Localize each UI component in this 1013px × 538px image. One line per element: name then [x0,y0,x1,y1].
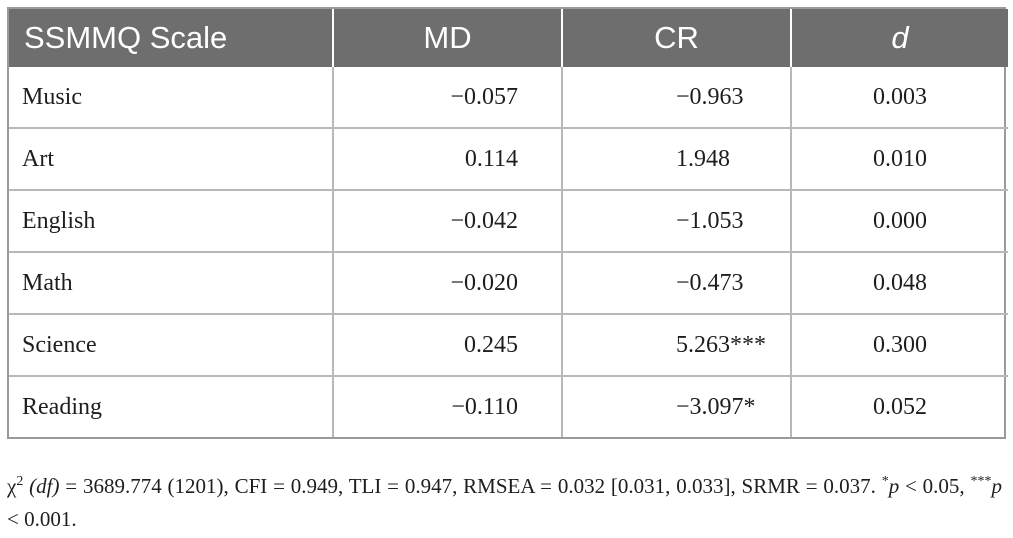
table-body: Music −0.057 −0.963 0.003 Art 0.114 1.94… [9,67,1008,437]
cell-md: −0.110 [333,375,563,437]
row-label-music: Music [9,67,334,128]
chi-superscript: 2 [16,474,24,489]
cell-cr: 5.263*** [562,313,792,376]
cell-d: 0.048 [791,251,1008,314]
header-md: MD [333,9,563,67]
header-row: SSMMQ Scale MD CR d [9,9,1008,67]
cell-d: 0.000 [791,189,1008,252]
results-table-container: SSMMQ Scale MD CR d Music −0.057 −0.963 … [7,7,1008,439]
header-d: d [791,9,1008,67]
significance-star-triple: *** [970,474,992,489]
significance-threshold-005: < 0.05, [899,474,971,498]
table-row: Music −0.057 −0.963 0.003 [9,67,1008,128]
table-header: SSMMQ Scale MD CR d [9,9,1008,67]
cell-cr: −0.963 [562,67,792,128]
results-table: SSMMQ Scale MD CR d Music −0.057 −0.963 … [9,9,1008,437]
significance-p-label: p [888,474,900,498]
cell-d: 0.300 [791,313,1008,376]
table-row: Math −0.020 −0.473 0.048 [9,251,1008,314]
cell-md: 0.245 [333,313,563,376]
cell-cr: −0.473 [562,251,792,314]
table-row: Science 0.245 5.263*** 0.300 [9,313,1008,376]
cell-d: 0.052 [791,375,1008,437]
table-row: English −0.042 −1.053 0.000 [9,189,1008,252]
cell-md: −0.042 [333,189,563,252]
cell-cr: 1.948 [562,127,792,190]
row-label-art: Art [9,127,334,190]
row-label-english: English [9,189,334,252]
cell-md: 0.114 [333,127,563,190]
significance-threshold-0001: < 0.001. [7,507,77,531]
significance-p-label: p [991,474,1003,498]
cell-md: −0.057 [333,67,563,128]
row-label-reading: Reading [9,375,334,437]
chi-symbol: χ [7,474,17,498]
cell-cr: −1.053 [562,189,792,252]
significance-star-single: * [881,474,889,489]
cell-cr: −3.097* [562,375,792,437]
fit-indices-text: = 3689.774 (1201), CFI = 0.949, TLI = 0.… [59,474,882,498]
header-ssmmq-scale: SSMMQ Scale [9,9,334,67]
table-footnote: χ2 (df) = 3689.774 (1201), CFI = 0.949, … [7,465,1002,536]
cell-d: 0.003 [873,83,927,110]
cell-md: −0.020 [333,251,563,314]
cell-d: 0.010 [791,127,1008,190]
table-row: Reading −0.110 −3.097* 0.052 [9,375,1008,437]
row-label-science: Science [9,313,334,376]
row-label-math: Math [9,251,334,314]
df-label: (df) [29,474,60,498]
table-row: Art 0.114 1.948 0.010 [9,127,1008,190]
header-cr: CR [562,9,792,67]
